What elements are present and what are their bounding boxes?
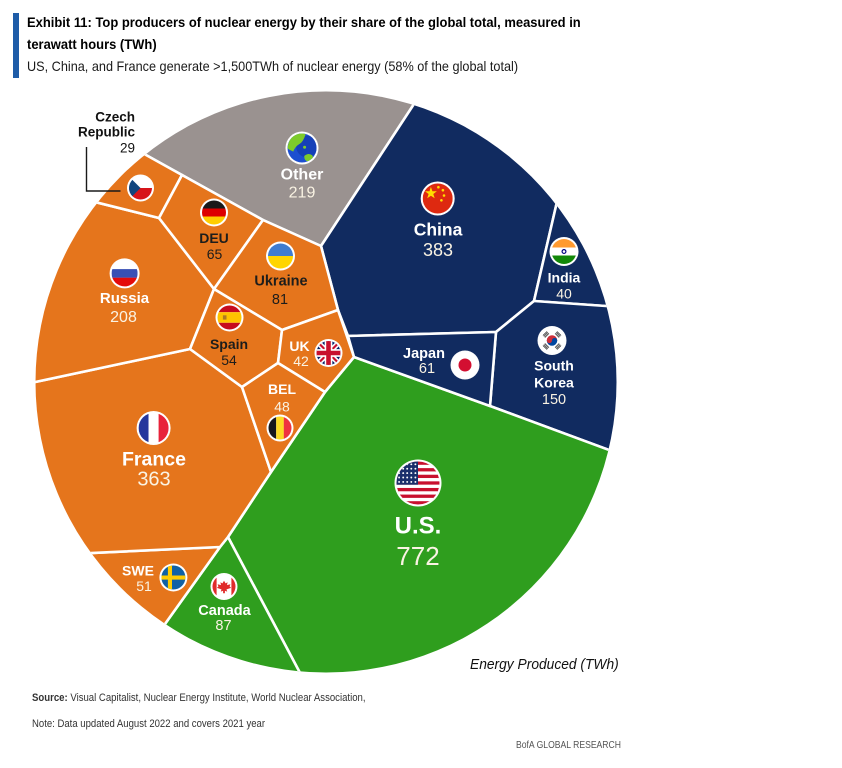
svg-text:BEL: BEL [268,381,296,397]
svg-text:61: 61 [419,361,435,377]
svg-text:Energy Produced (TWh): Energy Produced (TWh) [470,657,619,674]
svg-text:Ukraine: Ukraine [254,274,307,290]
svg-text:51: 51 [136,578,152,594]
svg-text:France: France [122,449,186,471]
svg-text:42: 42 [293,353,309,369]
svg-text:China: China [414,220,463,240]
svg-text:208: 208 [110,309,137,326]
svg-text:South: South [534,358,574,374]
svg-text:UK: UK [289,338,309,354]
svg-text:219: 219 [289,185,316,202]
svg-text:Canada: Canada [198,603,251,619]
svg-text:87: 87 [215,618,231,634]
svg-text:54: 54 [221,352,237,368]
svg-text:383: 383 [423,240,453,260]
svg-text:Spain: Spain [210,336,248,352]
svg-text:48: 48 [274,399,290,415]
svg-text:40: 40 [556,286,572,302]
svg-text:SWE: SWE [122,563,154,579]
svg-text:Japan: Japan [403,346,445,362]
svg-text:U.S.: U.S. [395,513,442,540]
svg-text:81: 81 [272,292,288,308]
svg-text:Republic: Republic [78,125,135,140]
svg-text:Other: Other [281,167,324,184]
svg-text:DEU: DEU [199,230,229,246]
svg-text:363: 363 [137,469,170,491]
svg-text:India: India [548,270,581,286]
svg-text:Russia: Russia [100,290,150,307]
svg-text:29: 29 [120,141,135,156]
svg-text:Czech: Czech [95,110,135,125]
svg-text:150: 150 [542,392,566,408]
svg-text:Korea: Korea [534,375,574,391]
svg-text:772: 772 [396,541,439,571]
svg-text:65: 65 [207,246,223,262]
